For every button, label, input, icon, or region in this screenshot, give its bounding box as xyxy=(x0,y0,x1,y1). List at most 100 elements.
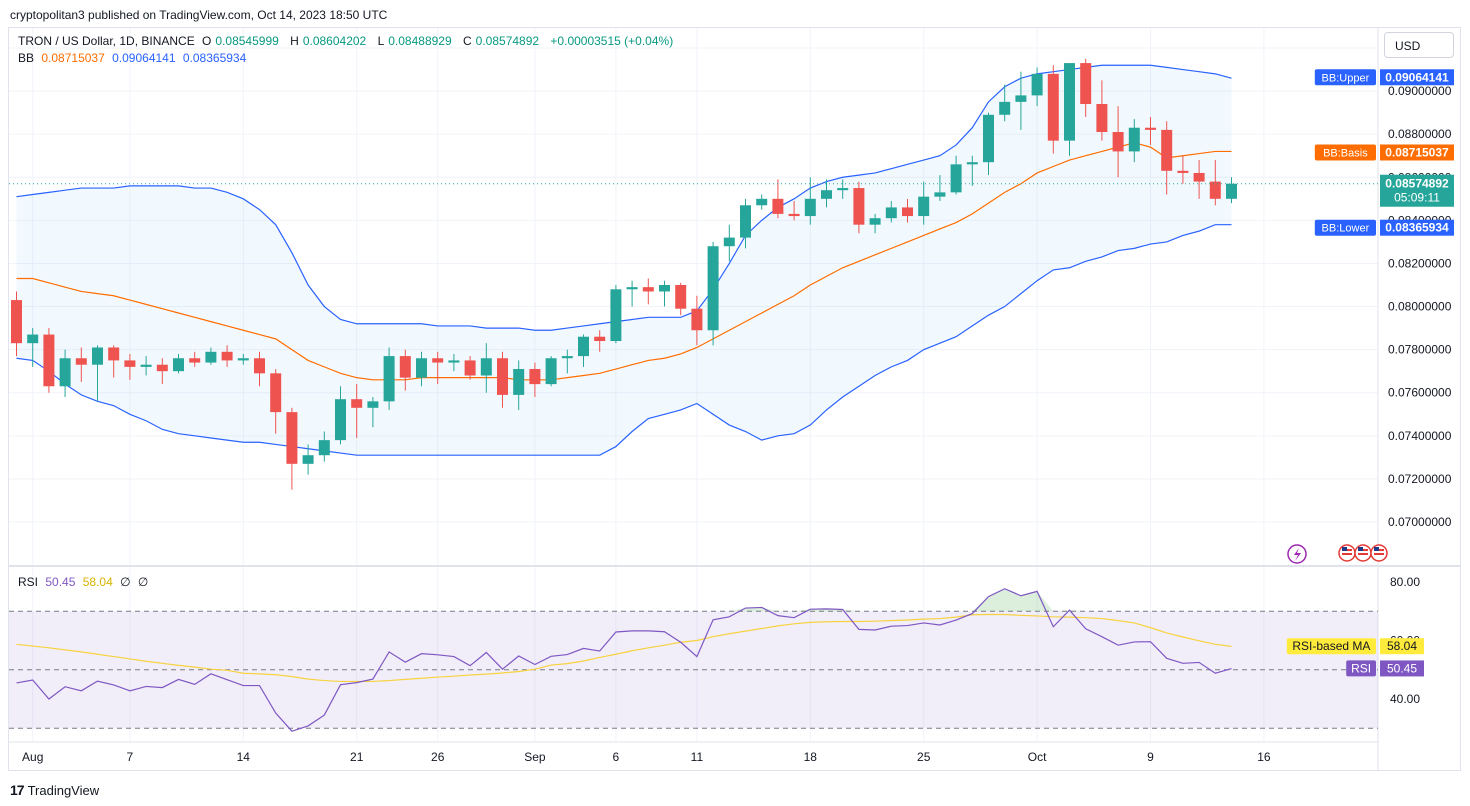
high-value: 0.08604202 xyxy=(302,34,367,48)
candle-body xyxy=(27,334,39,344)
low-value: 0.08488929 xyxy=(388,34,452,48)
time-axis-tick: 14 xyxy=(237,750,251,764)
close-label: C xyxy=(463,34,472,48)
time-axis-tick: 11 xyxy=(691,750,704,764)
candle-body xyxy=(772,198,784,214)
candle-body xyxy=(545,358,557,385)
candle-body xyxy=(642,287,654,292)
rsi-ma-value: 58.04 xyxy=(82,575,113,589)
rsi-badge-name: RSI xyxy=(1351,661,1371,675)
rsi-ma-line xyxy=(16,613,1232,683)
lightning-icon-bolt xyxy=(1294,548,1301,561)
chart-grid xyxy=(8,28,1461,770)
candle-body xyxy=(934,192,946,197)
candle-body xyxy=(480,358,492,376)
time-axis-tick: 9 xyxy=(1147,750,1154,764)
rsi-legend[interactable]: RSI 50.45 58.04 ∅ ∅ xyxy=(18,575,152,589)
rsi-label: RSI xyxy=(18,575,39,589)
price-axis-tick: 0.08800000 xyxy=(1388,127,1452,141)
open-label: O xyxy=(202,34,212,48)
candle-body xyxy=(335,399,346,441)
high-label: H xyxy=(290,34,299,48)
candle-body xyxy=(723,237,735,247)
candle-body xyxy=(416,358,427,378)
time-axis-tick: 6 xyxy=(613,750,620,764)
rsi-badge-value-bg xyxy=(1380,660,1424,677)
candle-body xyxy=(902,207,913,217)
tradingview-logo-icon: 17 xyxy=(10,782,25,798)
candle-body xyxy=(853,188,865,225)
candle-body xyxy=(804,198,816,217)
candle-body xyxy=(869,218,881,225)
chart-axes: 0.092000000.090000000.088000000.08600000… xyxy=(22,41,1452,764)
us-flag-icon xyxy=(1338,544,1356,562)
bb-upper-badge-value: 0.09064141 xyxy=(1385,70,1449,84)
bollinger-bands xyxy=(16,64,1232,456)
candle-body xyxy=(1047,73,1059,141)
price-axis-tick: 0.08000000 xyxy=(1388,300,1452,314)
bb-lower-badge-name-bg xyxy=(1314,219,1376,236)
candle-body xyxy=(108,347,120,361)
candle-body xyxy=(675,285,687,309)
bb-upper-badge-name-bg xyxy=(1314,69,1376,86)
candle-body xyxy=(966,162,978,165)
candle-body xyxy=(1193,172,1205,182)
us-flag-icon xyxy=(1370,544,1388,562)
candle-body xyxy=(950,164,962,193)
candle-body xyxy=(999,101,1011,115)
candle-body xyxy=(254,358,265,374)
rsi-line xyxy=(16,588,1232,732)
bb-upper-badge: BB:Upper 0.09064141 xyxy=(1314,69,1454,86)
rsi-extra-1: ∅ xyxy=(120,575,131,589)
candle-body xyxy=(821,190,832,199)
candle-body xyxy=(885,207,897,219)
footer-brand-text: TradingView xyxy=(27,782,100,798)
bb-basis-badge-value-bg xyxy=(1380,144,1454,161)
candle-body xyxy=(497,358,508,395)
bb-lower-badge-value: 0.08365934 xyxy=(1385,221,1449,235)
rsi-axis-tick: 80.00 xyxy=(1390,575,1420,589)
symbol-title: TRON / US Dollar, 1D, BINANCE xyxy=(18,34,195,48)
bb-lower-line xyxy=(16,224,1232,456)
price-axis-tick: 0.07000000 xyxy=(1388,515,1452,529)
change-value: +0.00003515 (+0.04%) xyxy=(550,34,674,48)
candle-body xyxy=(399,356,411,378)
candle-body xyxy=(837,188,849,191)
rsi-ma-badge-name: RSI-based MA xyxy=(1292,639,1370,653)
candle-body xyxy=(43,334,55,387)
bb-upper-value: 0.09064141 xyxy=(112,51,176,65)
candle-body xyxy=(75,358,87,365)
symbol-legend: TRON / US Dollar, 1D, BINANCE O 0.0854599… xyxy=(18,34,677,48)
bb-lower-badge: BB:Lower 0.08365934 xyxy=(1314,219,1454,236)
bb-basis-line xyxy=(16,142,1232,381)
time-axis-tick: 16 xyxy=(1257,750,1271,764)
candle-body xyxy=(1080,63,1092,105)
candle-body xyxy=(286,412,298,464)
price-axis-tick: 0.09000000 xyxy=(1388,84,1452,98)
candle-body xyxy=(659,285,670,292)
rsi-axis-tick: 40.00 xyxy=(1390,692,1420,706)
footer-brand[interactable]: 17 TradingView xyxy=(10,782,99,798)
flag-stripe xyxy=(1358,553,1368,555)
bb-basis-badge-value: 0.08715037 xyxy=(1385,145,1449,159)
currency-button[interactable]: USD xyxy=(1384,32,1454,58)
candle-body xyxy=(432,358,444,363)
time-axis-tick: Aug xyxy=(22,750,43,764)
candle-body xyxy=(1145,127,1156,130)
candle-body xyxy=(1064,63,1075,141)
lightning-icon xyxy=(1287,544,1307,564)
candle-body xyxy=(367,401,379,408)
rsi-ma-badge-value-bg xyxy=(1380,638,1424,655)
candle-body xyxy=(1031,73,1043,96)
bb-legend[interactable]: BB 0.08715037 0.09064141 0.08365934 xyxy=(18,51,250,65)
chart-frame[interactable] xyxy=(8,27,1461,771)
flag-canton xyxy=(1342,547,1347,551)
bb-label: BB xyxy=(18,51,35,65)
time-axis-tick: Oct xyxy=(1028,750,1047,764)
flag-canton xyxy=(1358,547,1363,551)
rsi-badge: RSI 50.45 xyxy=(1346,660,1424,677)
candle-body xyxy=(205,351,217,363)
candle-body xyxy=(626,287,638,290)
candle-body xyxy=(691,308,703,331)
